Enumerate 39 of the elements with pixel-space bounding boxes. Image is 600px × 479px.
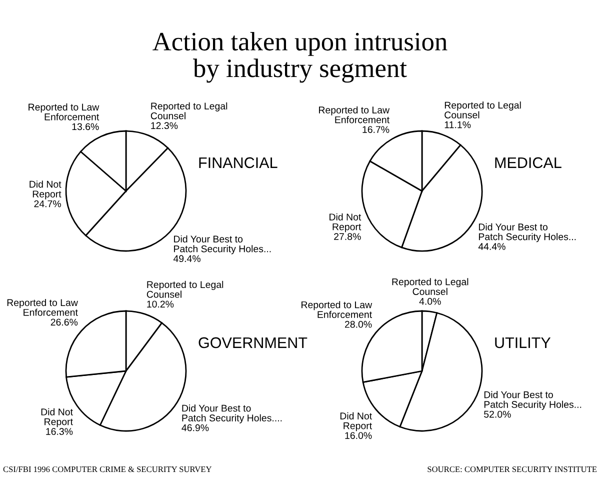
data-label: 27.8% [334,233,361,240]
data-label: 44.4% [478,243,506,250]
text: GOVERNMENT [198,337,308,348]
data-label: 4.0% [419,298,441,305]
slice-label: Reported to Legal Counsel [146,280,224,298]
text: FINANCIAL [199,157,278,168]
slice-label: Reported to Legal Counsel [444,102,521,118]
data-label: 16.0% [345,432,372,439]
slice-label: Did Not Report [330,213,362,232]
slice-label: Reported to Legal Counsel [392,278,468,296]
slice-label: Did Your Best to Patch Security Holes.... [182,404,282,424]
data-label: 46.9% [182,424,209,432]
data-label: 24.7% [34,200,61,208]
data-label: 16.7% [362,126,390,133]
slice-label: Reported to Legal Counsel [150,102,228,120]
slice-label: Did Your Best to Patch Security Holes... [478,223,576,242]
data-label: 10.2% [147,300,174,308]
slice-label: Reported to Law Enforcement [7,298,78,316]
slice-label: Did Not Report [30,180,62,200]
data-label: 49.4% [173,255,200,262]
data-label: 28.0% [344,320,372,328]
slice-label: Reported to Law Enforcement [28,103,100,120]
data-label: 16.3% [46,428,73,435]
text: UTILITY [495,337,551,348]
text: Action taken upon intrusion by industry segment [152,32,448,83]
data-label: 11.1% [444,121,471,128]
slice-label: Reported to Law Enforcement [319,106,390,124]
slice-label: Reported to Law Enforcement [302,301,372,318]
slice-label: Did Not Report [41,408,73,428]
text: MEDICAL [495,157,562,168]
data-label: 52.0% [484,410,511,418]
text: CSI/FBI 1996 COMPUTER CRIME & SECURITY SURVEY [3,466,212,472]
source-note: SOURCE: COMPUTER SECURITY INSTITUTE [428,466,597,472]
data-label: 12.3% [151,122,178,130]
data-label: 26.6% [50,318,78,326]
slice-label: Did Not Report [340,412,372,432]
slice-label: Did Your Best to Patch Security Holes... [484,391,582,410]
data-label: 13.6% [72,123,99,130]
slice-label: Did Your Best to Patch Security Holes... [174,235,271,254]
